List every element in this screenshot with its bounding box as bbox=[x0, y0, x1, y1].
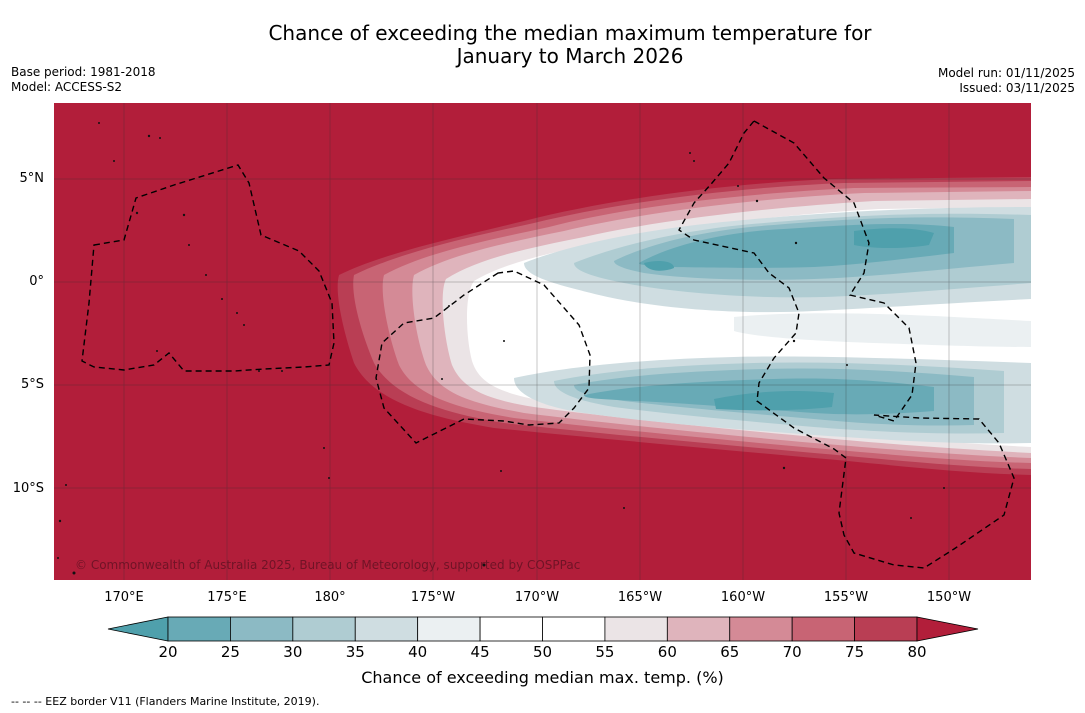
graticule bbox=[54, 103, 1031, 580]
title-line-2: January to March 2026 bbox=[456, 44, 684, 68]
copyright-notice: © Commonwealth of Australia 2025, Bureau… bbox=[75, 558, 581, 572]
colorbar-segment-75-80 bbox=[854, 616, 918, 642]
chart-title: Chance of exceeding the median maximum t… bbox=[0, 22, 1085, 68]
colorbar-segment-25-30 bbox=[230, 616, 294, 642]
base-period: Base period: 1981-2018 bbox=[11, 65, 156, 79]
lat-label-5s: 5°S bbox=[20, 377, 44, 392]
colorbar-segments bbox=[107, 616, 979, 642]
lat-label-0: 0° bbox=[29, 274, 44, 289]
meta-left: Base period: 1981-2018 Model: ACCESS-S2 bbox=[11, 65, 156, 95]
lon-label-170w: 170°W bbox=[514, 590, 560, 605]
lon-label-160w: 160°W bbox=[720, 590, 766, 605]
colorbar-segment-60-65 bbox=[666, 616, 731, 642]
lon-label-170e: 170°E bbox=[104, 590, 144, 605]
colorbar-segment-40-45 bbox=[417, 616, 481, 642]
lon-label-175w: 175°W bbox=[410, 590, 456, 605]
model-name: Model: ACCESS-S2 bbox=[11, 80, 123, 94]
eez-borders bbox=[81, 120, 1015, 569]
lat-label-10s: 10°S bbox=[12, 481, 44, 496]
lat-label-5n: 5°N bbox=[19, 171, 45, 186]
colorbar-under-triangle bbox=[107, 616, 169, 642]
colorbar-tick-70: 70 bbox=[782, 643, 802, 661]
temperature-map bbox=[54, 103, 1031, 580]
band-45-core bbox=[734, 313, 1031, 347]
lon-label-180: 180° bbox=[314, 590, 346, 605]
colorbar bbox=[107, 616, 979, 642]
colorbar-tick-30: 30 bbox=[283, 643, 303, 661]
colorbar-over-triangle bbox=[916, 616, 979, 642]
colorbar-tick-20: 20 bbox=[158, 643, 178, 661]
colorbar-tick-40: 40 bbox=[408, 643, 428, 661]
map-panel bbox=[54, 103, 1031, 580]
colorbar-segment-45-50 bbox=[479, 616, 543, 642]
islands bbox=[57, 122, 945, 575]
eez-legend-note: -- -- -- EEZ border V11 (Flanders Marine… bbox=[11, 695, 320, 708]
colorbar-segment-55-60 bbox=[604, 616, 668, 642]
lon-label-165w: 165°W bbox=[617, 590, 663, 605]
colorbar-segment-20-25 bbox=[167, 616, 231, 642]
band-20-center bbox=[644, 260, 674, 271]
probability-bands bbox=[337, 177, 1031, 475]
colorbar-segment-35-40 bbox=[354, 616, 419, 642]
colorbar-tick-35: 35 bbox=[345, 643, 365, 661]
lon-label-175e: 175°E bbox=[207, 590, 247, 605]
lon-label-150w: 150°W bbox=[926, 590, 972, 605]
colorbar-segment-30-35 bbox=[292, 616, 356, 642]
band-20-south bbox=[714, 391, 834, 411]
title-line-1: Chance of exceeding the median maximum t… bbox=[268, 21, 872, 45]
colorbar-tick-55: 55 bbox=[595, 643, 615, 661]
colorbar-tick-45: 45 bbox=[470, 643, 490, 661]
model-run: Model run: 01/11/2025 bbox=[937, 66, 1075, 80]
colorbar-segment-65-70 bbox=[729, 616, 793, 642]
colorbar-segment-50-55 bbox=[542, 616, 606, 642]
colorbar-tick-60: 60 bbox=[657, 643, 677, 661]
colorbar-tick-65: 65 bbox=[720, 643, 740, 661]
colorbar-title: Chance of exceeding median max. temp. (%… bbox=[361, 668, 724, 687]
colorbar-tick-75: 75 bbox=[845, 643, 865, 661]
colorbar-tick-50: 50 bbox=[532, 643, 553, 661]
colorbar-tick-80: 80 bbox=[907, 643, 927, 661]
colorbar-segment-70-75 bbox=[791, 616, 855, 642]
band-20-north bbox=[854, 228, 934, 248]
meta-right: Model run: 01/11/2025 Issued: 03/11/2025 bbox=[938, 66, 1075, 96]
lon-label-155w: 155°W bbox=[823, 590, 869, 605]
colorbar-tick-25: 25 bbox=[220, 643, 240, 661]
issued-date: Issued: 03/11/2025 bbox=[959, 81, 1075, 95]
